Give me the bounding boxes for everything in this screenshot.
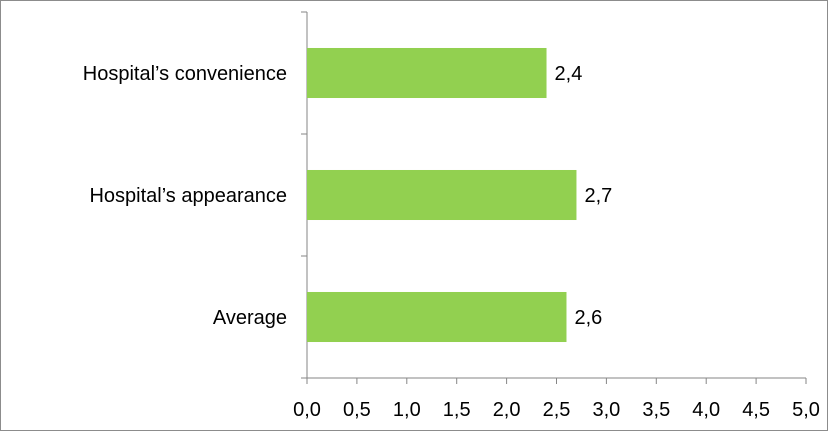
x-tick-label: 5,0 [792, 399, 820, 421]
bar-0 [307, 47, 547, 99]
category-label: Hospital’s convenience [83, 63, 287, 85]
data-label: 2,6 [574, 307, 602, 329]
x-tick-label: 0,5 [343, 399, 371, 421]
x-tick-label: 4,0 [692, 399, 720, 421]
data-label: 2,7 [584, 185, 612, 207]
x-tick-label: 2,0 [493, 399, 521, 421]
category-label: Hospital’s appearance [89, 185, 287, 207]
x-tick-label: 3,0 [592, 399, 620, 421]
x-tick-label: 2,5 [543, 399, 571, 421]
category-label: Average [213, 307, 287, 329]
x-tick-label: 0,0 [293, 399, 321, 421]
x-tick-label: 4,5 [742, 399, 770, 421]
data-label: 2,4 [555, 63, 583, 85]
bar-2 [307, 291, 567, 343]
x-tick-label: 1,0 [393, 399, 421, 421]
x-tick-label: 1,5 [443, 399, 471, 421]
x-tick-label: 3,5 [642, 399, 670, 421]
bar-1 [307, 169, 577, 221]
